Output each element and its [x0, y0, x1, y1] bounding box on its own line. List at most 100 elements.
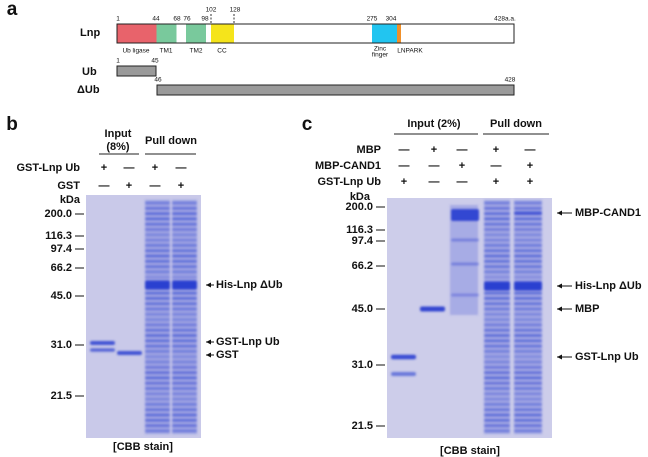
band [145, 323, 170, 326]
band [145, 207, 170, 210]
domain-name: Ub ligase [122, 48, 149, 55]
band [514, 201, 542, 205]
band [484, 302, 510, 305]
band [172, 228, 197, 231]
protein-name: ΔUb [77, 84, 100, 96]
sign: + [527, 160, 533, 172]
band [484, 339, 510, 342]
band [90, 348, 115, 352]
band [484, 371, 510, 374]
residue-number: 76 [183, 16, 191, 23]
band-label: GST-Lnp Ub [216, 336, 280, 348]
band [514, 207, 542, 210]
band [484, 201, 510, 205]
band [484, 292, 510, 295]
band [145, 429, 170, 432]
marker: 116.3 [45, 230, 72, 242]
band [145, 398, 170, 401]
marker: 31.0 [51, 339, 72, 351]
band [484, 387, 510, 390]
marker: 21.5 [352, 420, 373, 432]
band [145, 223, 170, 226]
marker: 45.0 [352, 303, 373, 315]
band [514, 429, 542, 432]
band [145, 387, 170, 390]
sign: + [527, 176, 533, 188]
panel-label: a [7, 0, 18, 20]
band [172, 280, 197, 290]
unit: kDa [60, 194, 81, 206]
gel-bands [90, 200, 542, 434]
band [514, 371, 542, 374]
protein-name: Ub [82, 66, 97, 78]
marker: 45.0 [51, 290, 72, 302]
band [514, 211, 542, 215]
domain-ub-ligase [117, 24, 157, 43]
band [484, 228, 510, 231]
band [484, 376, 510, 379]
band [391, 354, 416, 360]
band [145, 297, 170, 300]
band [514, 392, 542, 395]
band [451, 262, 479, 266]
band [484, 345, 510, 348]
band [514, 260, 542, 263]
band [145, 318, 170, 321]
band [172, 329, 197, 332]
unit: kDa [350, 191, 371, 203]
residue-number: 68 [173, 16, 181, 23]
band [172, 360, 197, 364]
band [145, 339, 170, 342]
band [484, 355, 510, 358]
band [484, 223, 510, 226]
band [484, 398, 510, 401]
band [514, 318, 542, 321]
band [172, 398, 197, 401]
band [172, 413, 197, 417]
band-label: His-Lnp ΔUb [216, 279, 283, 291]
sign: — [399, 144, 410, 156]
band [145, 302, 170, 305]
sign: — [124, 162, 135, 174]
band [145, 371, 170, 374]
group-label: (8%) [106, 141, 130, 153]
band [484, 329, 510, 332]
band [145, 270, 170, 273]
band [514, 254, 542, 258]
domain-tm2 [186, 24, 206, 43]
band [172, 334, 197, 337]
band [514, 270, 542, 273]
band [484, 419, 510, 422]
residue-number: 1 [116, 16, 120, 23]
band [145, 334, 170, 337]
domain-name: TM1 [160, 48, 173, 55]
band [514, 223, 542, 226]
band [484, 217, 510, 220]
band [514, 403, 542, 406]
band [172, 201, 197, 205]
band [451, 238, 479, 242]
band [172, 403, 197, 406]
band [172, 260, 197, 263]
arrow-head [206, 339, 211, 345]
band [484, 270, 510, 273]
band [172, 244, 197, 247]
sign: + [126, 180, 132, 192]
lane-smear [450, 205, 478, 315]
band [391, 372, 416, 376]
arrow-head [557, 283, 562, 289]
band [514, 339, 542, 342]
sign: — [457, 144, 468, 156]
sign: — [99, 180, 110, 192]
group-label: Input [105, 128, 132, 140]
sign: — [525, 144, 536, 156]
residue-number: 275 [367, 16, 378, 23]
band [172, 419, 197, 422]
band [514, 334, 542, 337]
band [145, 413, 170, 417]
band [172, 249, 197, 252]
band [172, 366, 197, 369]
protein-name: Lnp [80, 27, 100, 39]
domain-name: CC [217, 48, 227, 55]
band [514, 265, 542, 268]
